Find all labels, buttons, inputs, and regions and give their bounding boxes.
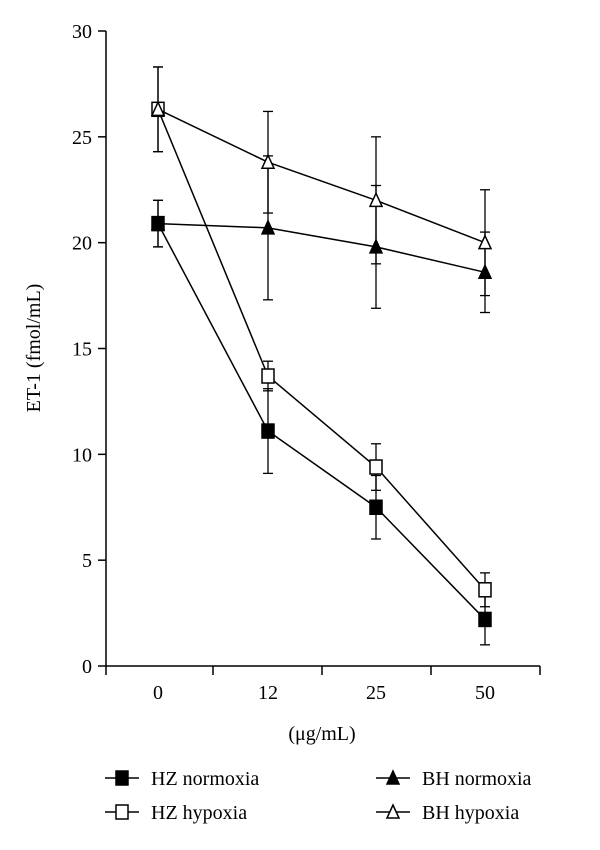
- plot-area: [150, 66, 493, 646]
- y-tick-label: 30: [72, 21, 92, 43]
- series-line: [157, 109, 486, 591]
- y-tick-label: 20: [72, 233, 92, 255]
- data-point: [477, 233, 493, 250]
- legend-item: BH hypoxia: [376, 802, 519, 824]
- x-tick-label: 12: [258, 682, 278, 704]
- legend: HZ normoxia HZ hypoxia BH normoxia BH hypox…: [105, 768, 532, 824]
- legend-item: BH normoxia: [376, 768, 532, 790]
- y-axis-title: ET-1 (fmol/mL): [23, 284, 45, 413]
- x-axis-title: (μg/mL): [288, 723, 355, 745]
- legend-label: BH hypoxia: [422, 802, 519, 824]
- x-ticks: 0 12 25 50: [105, 666, 541, 704]
- series-bh-normoxia: [150, 155, 493, 314]
- series-hz-hypoxia: [151, 66, 492, 608]
- data-point: [260, 153, 276, 169]
- data-point: [478, 611, 492, 628]
- data-point: [369, 459, 383, 475]
- series-hz-normoxia: [151, 199, 492, 646]
- x-tick-label: 0: [153, 682, 163, 704]
- x-tick-label: 50: [475, 682, 495, 704]
- data-point: [368, 191, 384, 208]
- legend-item: HZ hypoxia: [105, 802, 247, 824]
- legend-item: HZ normoxia: [105, 768, 259, 790]
- data-point: [261, 368, 275, 384]
- series-line: [157, 222, 486, 274]
- y-tick-label: 15: [72, 339, 92, 361]
- y-tick-label: 10: [72, 444, 92, 466]
- legend-marker: [385, 769, 401, 785]
- data-point: [369, 499, 383, 515]
- data-point: [478, 582, 492, 598]
- x-tick-label: 25: [366, 682, 386, 704]
- legend-label: HZ normoxia: [151, 768, 259, 790]
- y-ticks: 0 5 10 15 20 25 30: [72, 21, 106, 678]
- data-point: [261, 423, 275, 439]
- y-tick-label: 25: [72, 127, 92, 149]
- legend-label: BH normoxia: [422, 768, 532, 790]
- data-point: [150, 214, 166, 231]
- legend-label: HZ hypoxia: [151, 802, 247, 824]
- data-point: [150, 100, 166, 117]
- y-tick-label: 5: [82, 550, 92, 572]
- legend-marker: [385, 803, 401, 819]
- axes: [105, 31, 540, 667]
- series-bh-hypoxia: [150, 66, 493, 297]
- series-line: [157, 108, 486, 244]
- legend-marker: [115, 804, 129, 820]
- y-tick-label: 0: [82, 656, 92, 678]
- data-point: [260, 219, 276, 235]
- legend-marker: [115, 770, 129, 786]
- series-line: [157, 223, 486, 620]
